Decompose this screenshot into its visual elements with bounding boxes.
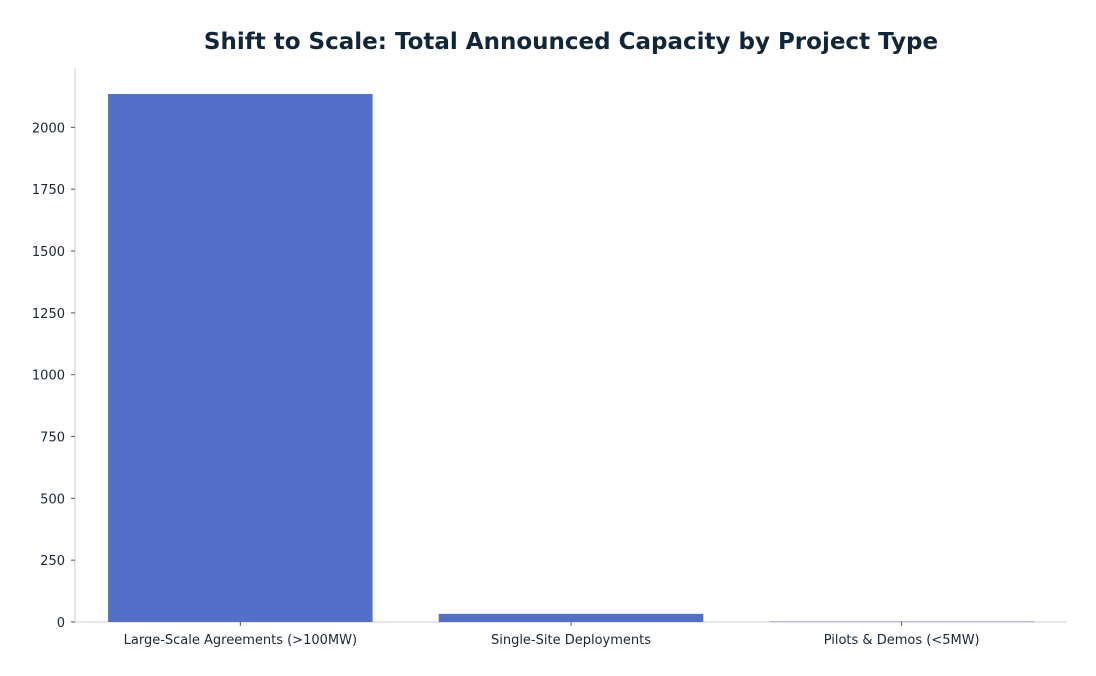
- y-tick-label: 2000: [32, 121, 65, 136]
- x-tick-label: Large-Scale Agreements (>100MW): [124, 633, 357, 648]
- bar: [108, 93, 373, 622]
- x-tick-label: Pilots & Demos (<5MW): [824, 633, 980, 648]
- bars: [108, 93, 1034, 622]
- y-axis: 0 250 500 750 1000 1250 1500 1750 2000: [32, 68, 76, 631]
- y-tick-label: 1500: [32, 245, 65, 260]
- y-tick-label: 1250: [32, 307, 65, 322]
- x-axis: Large-Scale Agreements (>100MW) Single-Si…: [75, 621, 1067, 648]
- y-tick-label: 1750: [32, 183, 65, 198]
- y-tick-label: 500: [40, 492, 65, 507]
- y-tick-label: 750: [40, 431, 65, 446]
- y-tick-label: 0: [57, 616, 65, 631]
- y-tick-label: 250: [40, 554, 65, 569]
- y-tick-label: 1000: [32, 369, 65, 384]
- bar: [438, 613, 704, 622]
- x-tick-label: Single-Site Deployments: [491, 633, 651, 648]
- chart-title: Shift to Scale: Total Announced Capacity…: [204, 29, 938, 55]
